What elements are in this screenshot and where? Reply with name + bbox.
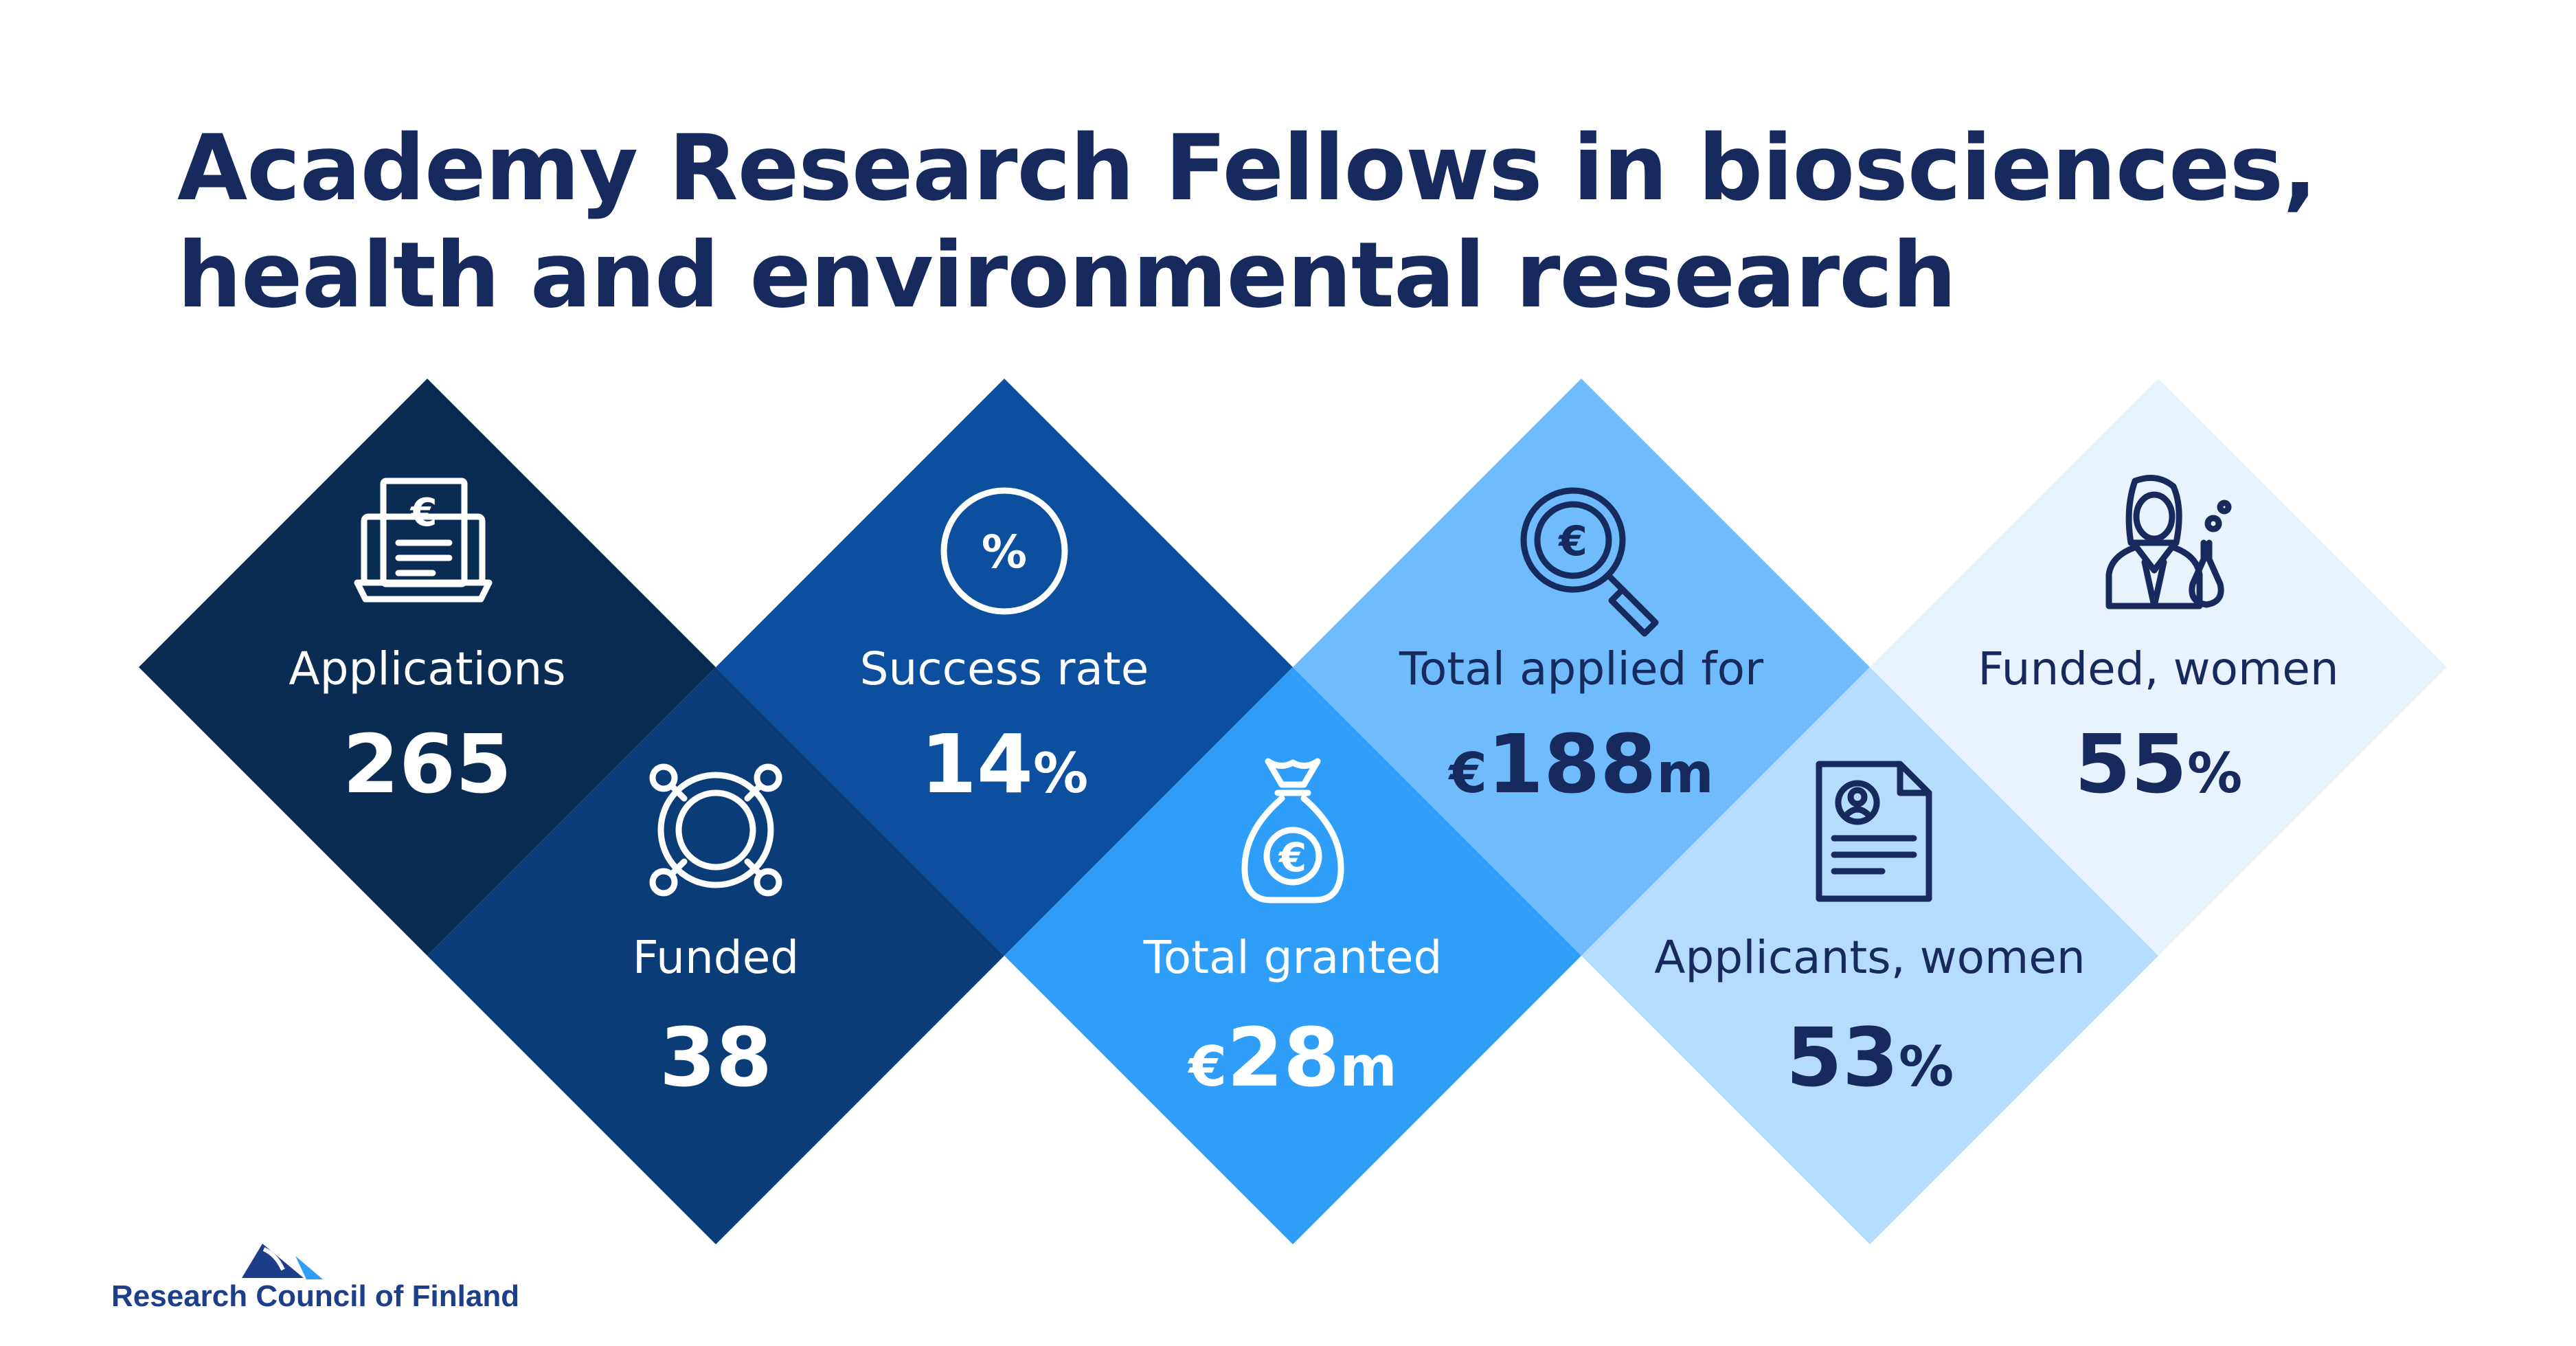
stat-label-total-granted: Total granted xyxy=(1143,931,1443,984)
stat-prefix: € xyxy=(1449,741,1487,805)
stat-value-total-granted: €28m xyxy=(1188,1010,1397,1105)
stat-value-applications: 265 xyxy=(343,717,512,811)
stat-number: 28 xyxy=(1227,1010,1340,1105)
money-bag-euro-icon: € xyxy=(1241,758,1344,904)
stat-number: 14 xyxy=(920,717,1034,811)
stat-label-total-applied: Total applied for xyxy=(1399,642,1764,695)
diamond-funded-women xyxy=(1870,379,2447,956)
euro-magnifier-icon: € xyxy=(1520,487,1659,637)
stat-prefix: € xyxy=(1188,1035,1228,1099)
stat-number: 38 xyxy=(659,1010,773,1105)
stat-label-applicants-women: Applicants, women xyxy=(1654,931,2086,984)
stat-label-funded-women: Funded, women xyxy=(1978,642,2339,695)
logo-icon xyxy=(242,1244,323,1279)
svg-text:€: € xyxy=(1278,834,1307,881)
stat-label-success-rate: Success rate xyxy=(859,642,1149,695)
stat-number: 53 xyxy=(1785,1010,1899,1105)
profile-document-icon xyxy=(1816,761,1932,902)
stat-suffix: % xyxy=(1033,741,1089,805)
stat-suffix: % xyxy=(2187,741,2243,805)
laptop-euro-document-icon: € xyxy=(354,478,493,603)
stat-value-funded: 38 xyxy=(659,1010,772,1105)
stat-number: 55 xyxy=(2074,717,2188,811)
stat-value-funded-women: 55% xyxy=(2075,717,2242,811)
stat-number: 265 xyxy=(342,717,512,811)
stat-label-funded: Funded xyxy=(632,931,800,984)
stat-suffix: m xyxy=(1656,741,1714,805)
stat-value-total-applied: €188m xyxy=(1449,717,1713,811)
percent-icon: % xyxy=(940,487,1068,615)
svg-text:%: % xyxy=(982,526,1027,579)
stat-value-success-rate: 14% xyxy=(920,717,1088,811)
page-title: Academy Research Fellows in biosciences,… xyxy=(177,115,2317,330)
svg-text:€: € xyxy=(409,491,438,535)
logo-text: Research Council of Finland xyxy=(111,1279,520,1313)
network-hub-icon xyxy=(649,763,782,897)
stat-number: 188 xyxy=(1487,717,1657,811)
stat-suffix: % xyxy=(1899,1035,1954,1099)
woman-scientist-icon xyxy=(2105,475,2232,609)
stat-label-applications: Applications xyxy=(289,642,566,695)
title-line-1: Academy Research Fellows in biosciences, xyxy=(177,115,2317,221)
stat-suffix: m xyxy=(1340,1035,1397,1099)
stat-value-applicants-women: 53% xyxy=(1786,1010,1954,1105)
title-line-2: health and environmental research xyxy=(177,222,1956,328)
svg-text:€: € xyxy=(1557,517,1588,565)
